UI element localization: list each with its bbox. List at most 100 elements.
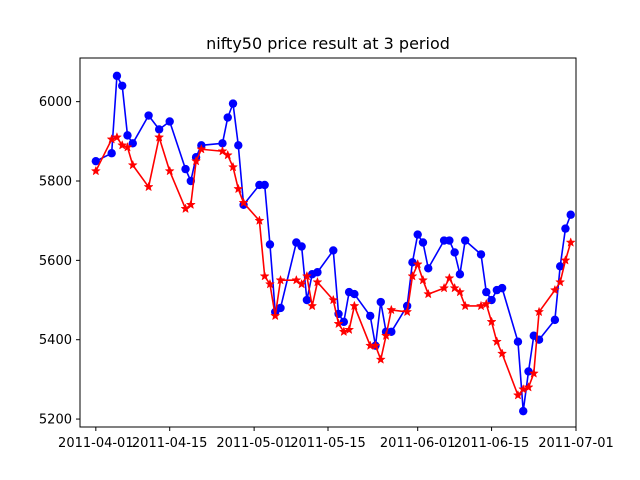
data-point-star bbox=[328, 294, 339, 305]
series-layer bbox=[90, 71, 576, 416]
data-point-circle bbox=[218, 139, 227, 148]
data-point-star bbox=[154, 132, 165, 142]
data-point-star bbox=[264, 278, 276, 289]
data-point-star bbox=[375, 354, 386, 364]
y-tick-label: 5400 bbox=[39, 333, 72, 348]
data-point-star bbox=[386, 304, 397, 315]
data-point-circle bbox=[265, 240, 275, 249]
data-point-circle bbox=[313, 268, 322, 277]
data-point-circle bbox=[165, 117, 174, 126]
data-point-star bbox=[444, 272, 455, 283]
data-point-circle bbox=[424, 264, 433, 273]
data-point-circle bbox=[144, 111, 153, 120]
data-point-circle bbox=[107, 149, 116, 158]
data-point-star bbox=[301, 270, 312, 281]
data-point-circle bbox=[519, 406, 528, 416]
data-point-circle bbox=[376, 297, 385, 307]
data-point-star bbox=[349, 300, 360, 311]
data-point-circle bbox=[445, 236, 454, 245]
data-point-star bbox=[370, 340, 381, 350]
data-point-star bbox=[565, 237, 576, 247]
data-point-circle bbox=[450, 248, 459, 257]
data-point-star bbox=[291, 274, 302, 285]
x-tick-label: 2011-07-01 bbox=[538, 436, 614, 451]
data-point-star bbox=[497, 348, 508, 358]
x-tick-label: 2011-04-15 bbox=[132, 436, 208, 451]
chart-title: nifty50 price result at 3 period bbox=[206, 34, 450, 53]
data-point-star bbox=[270, 310, 281, 321]
data-point-star bbox=[227, 161, 239, 172]
data-point-star bbox=[333, 318, 344, 329]
data-point-star bbox=[259, 270, 270, 281]
data-point-circle bbox=[497, 283, 507, 293]
data-point-circle bbox=[276, 303, 285, 313]
data-point-star bbox=[275, 274, 286, 285]
data-point-circle bbox=[181, 164, 190, 174]
data-point-circle bbox=[387, 327, 396, 336]
data-point-star bbox=[417, 274, 429, 285]
data-point-circle bbox=[118, 81, 127, 90]
data-point-circle bbox=[366, 311, 375, 321]
data-point-star bbox=[555, 276, 566, 287]
data-point-circle bbox=[339, 317, 349, 327]
data-point-star bbox=[486, 316, 497, 327]
y-tick-label: 6000 bbox=[39, 95, 72, 110]
y-tick-label: 5800 bbox=[39, 175, 72, 190]
data-point-star bbox=[90, 165, 101, 176]
series-2 bbox=[90, 132, 576, 400]
data-point-circle bbox=[112, 71, 122, 81]
data-point-star bbox=[412, 259, 423, 269]
data-point-star bbox=[307, 300, 318, 311]
data-point-circle bbox=[455, 270, 465, 279]
data-point-star bbox=[454, 286, 465, 297]
data-point-star bbox=[127, 159, 138, 170]
data-point-circle bbox=[123, 131, 132, 140]
data-point-star bbox=[549, 284, 560, 295]
data-point-circle bbox=[154, 125, 164, 134]
data-point-star bbox=[439, 282, 450, 293]
data-point-star bbox=[185, 199, 196, 210]
data-point-star bbox=[222, 149, 233, 160]
x-tick-label: 2011-05-15 bbox=[290, 436, 366, 451]
data-point-circle bbox=[550, 315, 560, 325]
data-point-star bbox=[491, 336, 502, 346]
data-point-circle bbox=[260, 180, 269, 190]
data-point-star bbox=[481, 298, 492, 309]
data-point-circle bbox=[408, 258, 417, 267]
data-point-circle bbox=[566, 210, 575, 219]
data-point-star bbox=[407, 270, 418, 281]
data-point-star bbox=[238, 197, 249, 208]
data-point-star bbox=[380, 330, 392, 341]
x-tick-label: 2011-06-15 bbox=[454, 436, 530, 451]
data-point-star bbox=[534, 306, 545, 317]
data-point-circle bbox=[418, 238, 428, 247]
data-point-star bbox=[143, 181, 154, 192]
data-point-circle bbox=[329, 246, 338, 255]
data-point-star bbox=[217, 145, 228, 156]
data-point-star bbox=[164, 165, 175, 176]
data-point-circle bbox=[482, 287, 491, 297]
data-point-star bbox=[460, 300, 471, 311]
y-tick-label: 5200 bbox=[39, 413, 72, 428]
data-point-star bbox=[560, 255, 571, 265]
data-point-circle bbox=[228, 99, 238, 108]
data-point-star bbox=[512, 389, 524, 400]
data-point-star bbox=[122, 141, 133, 152]
series-1 bbox=[91, 71, 575, 416]
data-point-circle bbox=[91, 156, 101, 166]
data-point-star bbox=[296, 278, 307, 289]
data-point-circle bbox=[402, 301, 412, 311]
data-point-star bbox=[254, 215, 265, 225]
data-point-star bbox=[312, 276, 323, 287]
data-point-circle bbox=[513, 337, 523, 346]
data-point-star bbox=[449, 282, 460, 293]
data-point-star bbox=[191, 155, 202, 166]
data-point-star bbox=[233, 183, 244, 194]
data-point-star bbox=[523, 382, 534, 392]
data-point-circle bbox=[413, 230, 422, 239]
x-tick-label: 2011-06-01 bbox=[380, 436, 456, 451]
data-point-circle bbox=[561, 224, 570, 233]
data-point-circle bbox=[128, 139, 137, 148]
data-point-circle bbox=[302, 295, 312, 305]
